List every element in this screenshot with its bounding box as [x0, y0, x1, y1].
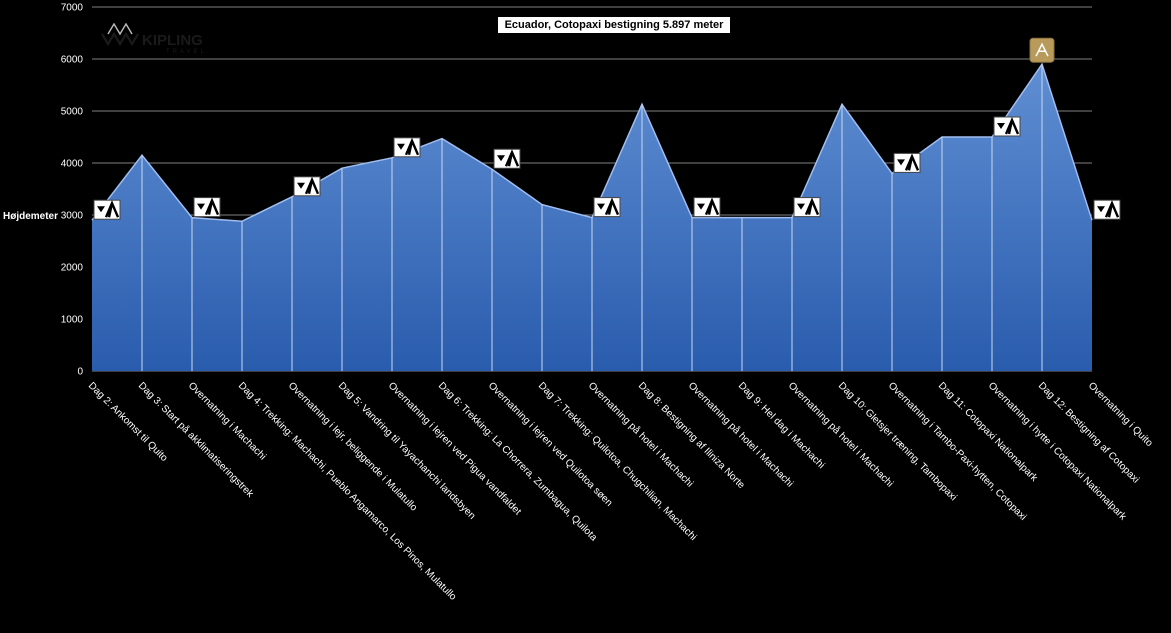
x-category-label: Dag 8: Bestigning af Iliniza Norte — [636, 380, 747, 491]
camp-tent-icon — [693, 197, 721, 218]
x-category-label: Dag 9: Hel dag i Machachi — [736, 380, 827, 471]
camp-tent-icon — [393, 137, 421, 158]
camp-tent-icon — [293, 176, 321, 197]
camp-tent-icon — [493, 148, 521, 169]
camp-tent-icon — [1093, 199, 1121, 220]
summit-icon — [1029, 37, 1055, 63]
chart-title: Ecuador, Cotopaxi bestigning 5.897 meter — [497, 16, 731, 34]
x-category-label: Dag 12: Bestigning af Cotopaxi — [1036, 380, 1141, 485]
y-axis-ticks: 0 1000 2000 3000 4000 5000 6000 7000 — [61, 3, 84, 378]
y-tick-label: 2000 — [61, 263, 84, 274]
camp-tent-icon — [193, 197, 221, 218]
waypoint-icons — [93, 37, 1121, 220]
category-dividers — [141, 64, 1043, 371]
camp-tent-icon — [593, 197, 621, 218]
logo-name: KIPLING — [142, 32, 203, 49]
y-tick-label: 4000 — [61, 159, 84, 170]
x-category-label: Overnatning på hotel i Machachi — [586, 380, 696, 490]
camp-tent-icon — [93, 199, 121, 220]
logo-mark — [101, 22, 139, 47]
x-category-label: Dag 11: Cotopaxi Nationalpark — [936, 380, 1040, 484]
y-tick-label: 1000 — [61, 315, 84, 326]
y-tick-label: 5000 — [61, 107, 84, 118]
y-tick-label: 0 — [77, 367, 83, 378]
y-axis-label: Højdemeter — [3, 211, 58, 222]
x-category-label: Overnatning på hotel i Machachi — [786, 380, 896, 490]
camp-tent-icon — [793, 197, 821, 218]
logo-subtitle: TRAVEL — [166, 49, 207, 55]
y-tick-label: 3000 — [61, 211, 84, 222]
y-tick-label: 6000 — [61, 55, 84, 66]
camp-tent-icon — [993, 116, 1021, 137]
x-category-label: Overnatning på hotel i Machachi — [686, 380, 796, 490]
y-tick-label: 7000 — [61, 3, 84, 14]
camp-tent-icon — [893, 152, 921, 173]
kipling-logo: KIPLING TRAVEL — [100, 12, 220, 56]
